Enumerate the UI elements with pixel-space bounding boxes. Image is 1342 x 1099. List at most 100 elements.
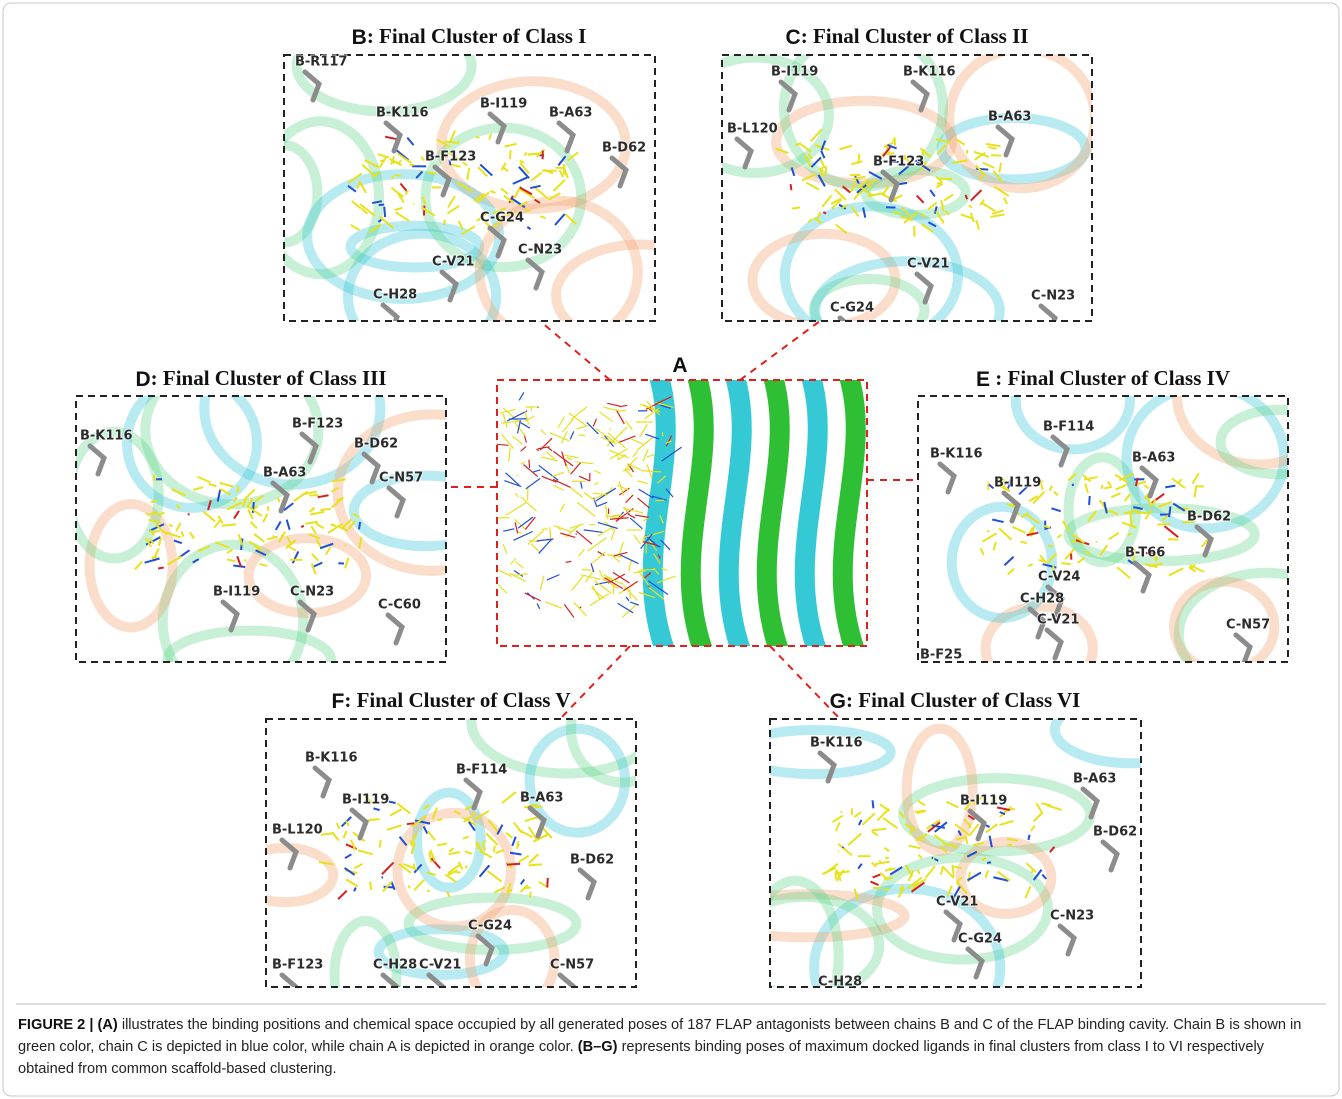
- ligand-bond: [662, 432, 663, 436]
- residue-label: B-K116: [903, 65, 956, 80]
- panel-letter: E: [976, 368, 990, 391]
- panel-title: B: Final Cluster of Class I: [352, 24, 587, 49]
- ligand-bond: [1169, 506, 1170, 517]
- panel-title: A: [672, 354, 687, 377]
- ligand-bond: [384, 887, 395, 888]
- ligand-bond: [367, 819, 380, 820]
- panel-title: D: Final Cluster of Class III: [135, 366, 386, 391]
- ligand-bond: [392, 162, 397, 163]
- ligand-bond: [823, 212, 826, 214]
- ligand-bond: [395, 175, 401, 176]
- residue-label: C-H28: [373, 958, 417, 973]
- ligand-bond: [841, 811, 842, 812]
- ligand-bond: [359, 522, 360, 529]
- ligand-bond: [384, 207, 385, 217]
- ligand-bond: [988, 530, 989, 532]
- ligand-bond: [238, 488, 239, 491]
- residue-label: B-K116: [305, 751, 358, 766]
- ligand-bond: [428, 173, 437, 174]
- residue-label: B-I119: [960, 794, 1007, 809]
- panel-title-text: : Final Cluster of Class II: [801, 24, 1029, 48]
- molecule-view: [237, 670, 674, 1029]
- residue-label: B-F123: [873, 155, 924, 170]
- ligand-bond: [893, 212, 901, 213]
- ligand-bond: [523, 889, 524, 890]
- residue-label: B-A63: [549, 106, 592, 121]
- ligand-bond: [578, 435, 585, 436]
- residue-label: C-N23: [518, 243, 562, 258]
- residue-label: C-V24: [1038, 570, 1080, 585]
- residue-label: C-H28: [818, 975, 862, 990]
- residue-label: B-T66: [1125, 546, 1165, 561]
- ligand-bond: [1089, 496, 1090, 505]
- figure: A B: Final Cluster of Class I B-R117 B-K116…: [0, 0, 1342, 1099]
- ligand-bond: [389, 802, 396, 803]
- residue-label: B-F25: [920, 648, 962, 663]
- residue-label: C-N57: [550, 958, 594, 973]
- residue-label: B-F123: [272, 958, 323, 973]
- ligand-bond: [518, 844, 520, 846]
- residue-label: B-I119: [771, 65, 818, 80]
- residue-label: B-R117: [295, 55, 347, 70]
- residue-label: C-G24: [958, 932, 1002, 947]
- residue-label: C-V21: [432, 255, 474, 270]
- ligand-bond: [268, 506, 269, 511]
- ligand-bond: [1073, 484, 1074, 486]
- caption: FIGURE 2 | (A) illustrates the binding p…: [18, 1014, 1324, 1080]
- residue-label: C-V21: [419, 958, 461, 973]
- ligand-bond: [822, 167, 823, 176]
- residue-label: B-D62: [1093, 825, 1137, 840]
- residue-label: C-N57: [379, 471, 423, 486]
- ligand-bond: [630, 589, 631, 598]
- residue-stick: [840, 318, 854, 346]
- panel-letter: C: [786, 26, 801, 49]
- residue-label: B-K116: [376, 106, 429, 121]
- ligand-bond: [987, 862, 991, 863]
- panel-title-text: : Final Cluster of Class IV: [990, 366, 1230, 390]
- residue-label: B-F114: [456, 763, 507, 778]
- residue-label: C-G24: [468, 919, 512, 934]
- ligand-bond: [158, 568, 164, 569]
- ligand-bond: [970, 823, 971, 828]
- residue-label: B-D62: [354, 437, 398, 452]
- panel-title: C: Final Cluster of Class II: [786, 24, 1029, 49]
- ligand-bond: [873, 800, 874, 808]
- residue-label: B-F114: [1043, 420, 1094, 435]
- residue-label: B-I119: [342, 793, 389, 808]
- molecule-view: [681, 29, 1095, 361]
- ligand-bond: [438, 819, 442, 820]
- molecule-view: [710, 696, 1209, 1046]
- residue-label: C-G24: [480, 211, 524, 226]
- residue-label: B-A63: [988, 110, 1031, 125]
- ligand-bond: [320, 509, 330, 510]
- figure-art: A B: Final Cluster of Class I B-R117 B-K116…: [0, 0, 1342, 1099]
- ligand-bond: [407, 823, 414, 824]
- panel-letter: B: [352, 26, 367, 49]
- ligand-bond: [1157, 524, 1170, 525]
- ligand-bond: [528, 864, 542, 865]
- ligand-bond: [826, 167, 827, 175]
- ligand-bond: [791, 184, 792, 190]
- ligand-bond: [530, 892, 531, 898]
- residue-label: C-H28: [373, 288, 417, 303]
- residue-label: B-F123: [425, 150, 476, 165]
- residue-label: B-I119: [994, 476, 1041, 491]
- residue-label: C-C60: [378, 598, 421, 613]
- ligand-bond: [843, 847, 844, 848]
- residue-label: B-K116: [930, 447, 983, 462]
- residue-label: C-N23: [290, 585, 334, 600]
- ligand-bond: [917, 839, 923, 840]
- ligand-bond: [1136, 513, 1147, 514]
- panel-title-text: : Final Cluster of Class VI: [846, 688, 1080, 712]
- residue-label: B-D62: [570, 853, 614, 868]
- residue-label: B-A63: [1132, 451, 1175, 466]
- residue-label: B-A63: [520, 791, 563, 806]
- residue-label: B-L120: [272, 823, 323, 838]
- ligand-bond: [152, 531, 159, 532]
- ligand-bond: [1096, 541, 1097, 542]
- ligand-bond: [379, 205, 385, 206]
- residue-label: B-A63: [263, 466, 306, 481]
- ligand-bond: [655, 500, 664, 501]
- panel-letter: G: [830, 690, 846, 713]
- residue-label: C-V21: [936, 895, 978, 910]
